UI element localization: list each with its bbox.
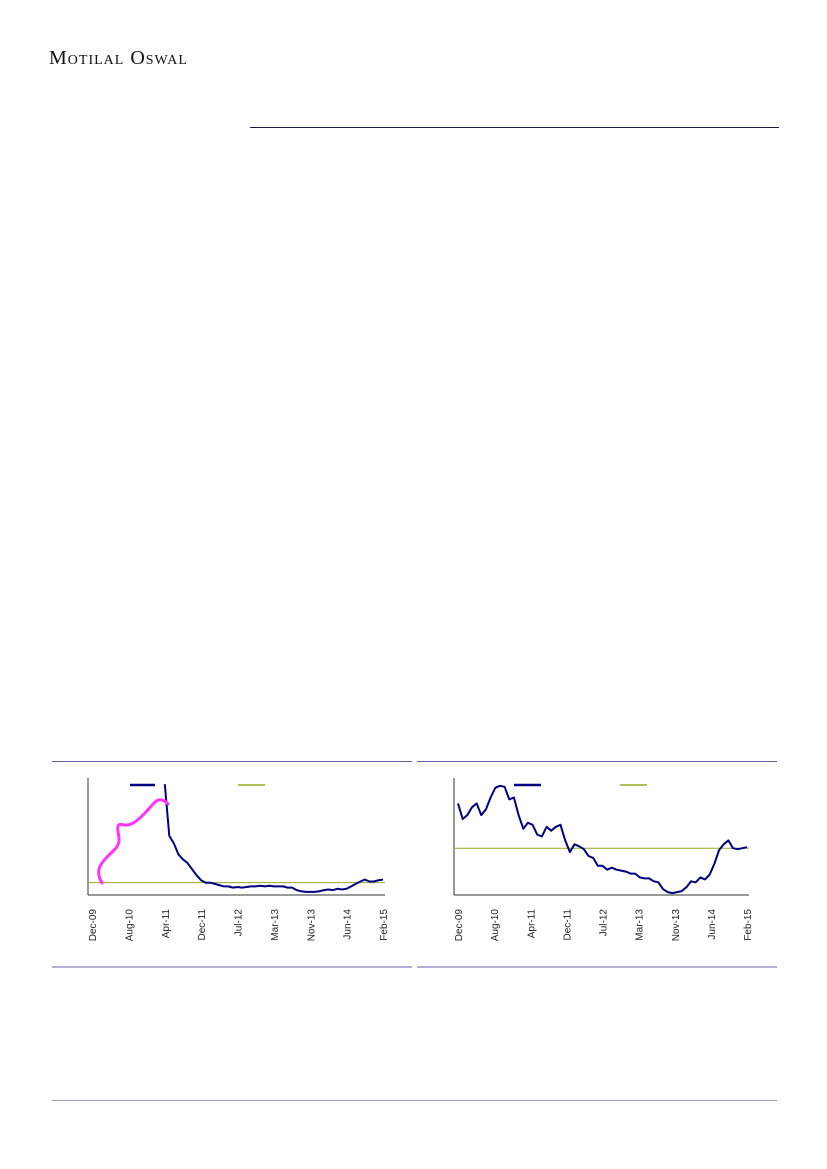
- left-x-tick-label: Mar-13: [270, 909, 281, 941]
- left-x-tick-label: Jun-14: [343, 909, 354, 940]
- left-x-tick-label: Aug-10: [124, 909, 135, 942]
- footer-rule: [52, 1100, 777, 1101]
- right-chart-top-rule: [417, 761, 777, 762]
- right-x-tick-label: Mar-13: [635, 909, 646, 941]
- left-x-tick-label: Dec-11: [197, 909, 208, 941]
- left-x-tick-label: Feb-15: [379, 909, 390, 941]
- left-annotation-scribble: [97, 798, 170, 885]
- header-rule: [250, 127, 779, 128]
- right-x-tick-label: Jun-14: [707, 909, 718, 940]
- left-x-tick-label: Dec-09: [88, 909, 99, 942]
- left-series-line: [163, 784, 384, 893]
- right-chart-bottom-rule: [417, 966, 777, 968]
- right-x-tick-label: Aug-10: [490, 909, 501, 942]
- left-x-tick-label: Nov-13: [306, 909, 317, 942]
- left-x-tick-label: Jul-12: [234, 909, 245, 937]
- right-x-tick-label: Nov-13: [671, 909, 682, 942]
- left-chart-bottom-rule: [52, 966, 412, 968]
- right-x-tick-label: Feb-15: [743, 909, 754, 941]
- right-x-tick-label: Dec-11: [562, 909, 573, 941]
- brand-logo: Motilal Oswal: [49, 47, 188, 69]
- right-chart: Dec-09 Aug-10 Apr-11 Dec-11 Jul-12 Mar-13 Nov-…: [453, 778, 754, 942]
- right-x-tick-label: Apr-11: [526, 909, 537, 939]
- left-x-tick-label: Apr-11: [161, 909, 172, 939]
- left-chart: Dec-09 Aug-10 Apr-11 Dec-11 Jul-12 Mar-13 Nov-…: [87, 778, 390, 942]
- left-chart-top-rule: [52, 761, 412, 762]
- right-x-tick-label: Dec-09: [454, 909, 465, 942]
- right-series-line: [457, 784, 748, 895]
- right-x-tick-label: Jul-12: [599, 909, 610, 937]
